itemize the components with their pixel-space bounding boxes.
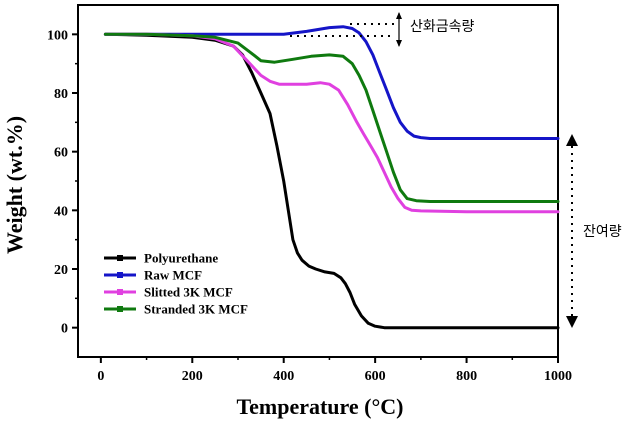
metal-content-arrowhead-up: [396, 12, 402, 19]
metal-content-arrowhead-down: [396, 40, 402, 47]
annotations: 산화금속량 잔여량: [290, 12, 622, 328]
metal-content-annotation: 산화금속량: [410, 19, 475, 35]
x-tick-label: 800: [456, 369, 477, 384]
x-axis-title: Temperature (°C): [236, 394, 403, 419]
y-tick-label: 0: [61, 322, 68, 337]
y-tick-label: 40: [54, 204, 68, 219]
legend-label: Stranded 3K MCF: [144, 302, 248, 317]
ticks: 0 200 400 600 800 1000 0 20 40 60 80 100: [47, 28, 572, 384]
x-tick-label: 0: [97, 369, 104, 384]
series-group: [103, 25, 560, 330]
x-tick-label: 400: [273, 369, 294, 384]
residue-arrowhead-down: [566, 316, 578, 328]
y-axis-title: Weight (wt.%): [2, 116, 27, 254]
y-tick-label: 80: [54, 87, 68, 102]
y-tick-label: 60: [54, 146, 68, 161]
residue-annotation: 잔여량: [583, 224, 622, 240]
legend-label: Raw MCF: [144, 268, 202, 283]
legend-marker: [117, 272, 123, 278]
x-tick-label: 1000: [544, 369, 572, 384]
series-line-2: [103, 25, 560, 140]
x-axis-title-unit: (°C): [364, 394, 403, 419]
legend-label: Slitted 3K MCF: [144, 285, 233, 300]
legend-marker: [117, 306, 123, 312]
x-axis-title-main: Temperature: [236, 394, 358, 419]
y-tick-label: 100: [47, 28, 68, 43]
legend-label: Polyurethane: [144, 251, 218, 266]
x-tick-label: 600: [365, 369, 386, 384]
residue-arrowhead-up: [566, 134, 578, 146]
series-line-4: [103, 32, 560, 203]
legend: Polyurethane Raw MCF Slitted 3K MCF Strande…: [104, 251, 248, 317]
x-tick-label: 200: [182, 369, 203, 384]
y-tick-label: 20: [54, 263, 68, 278]
legend-marker: [117, 255, 123, 261]
series-line-3: [103, 32, 560, 214]
legend-marker: [117, 289, 123, 295]
